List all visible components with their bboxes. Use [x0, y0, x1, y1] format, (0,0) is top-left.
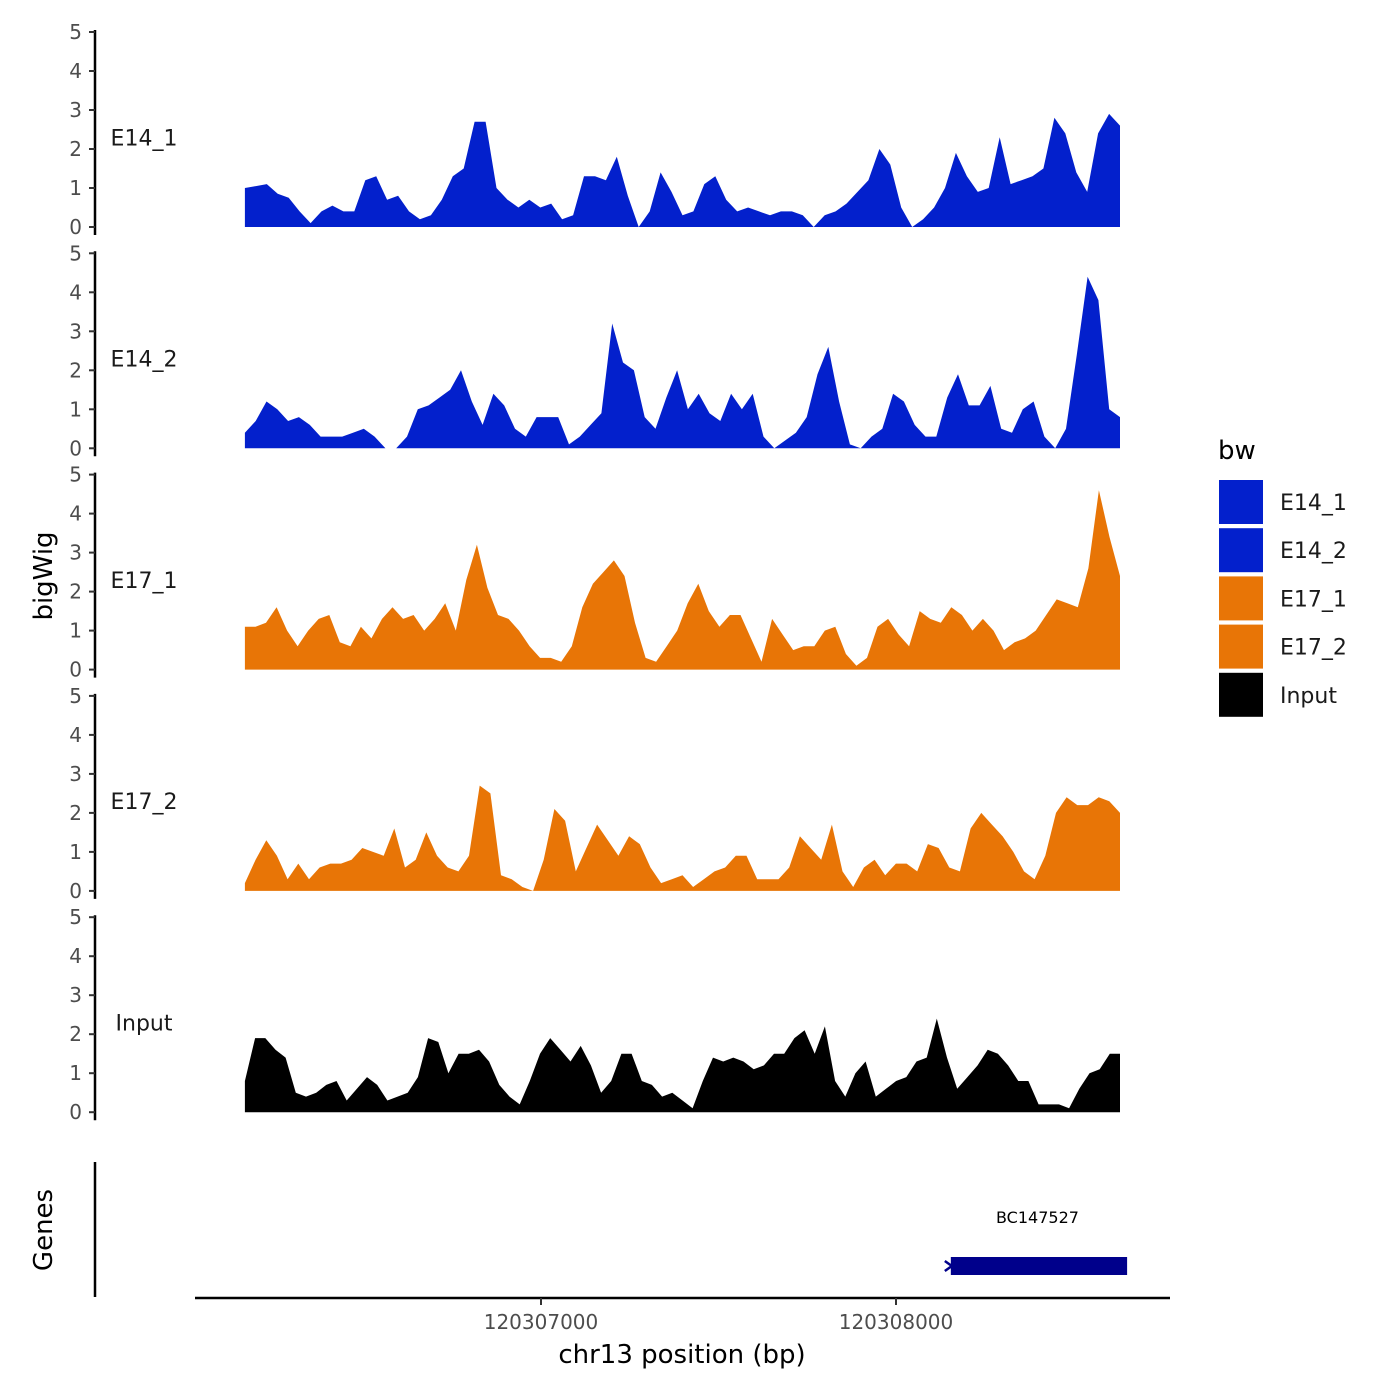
- y-axis-title: bigWig: [29, 531, 59, 620]
- y-tick-label: 5: [69, 905, 82, 929]
- x-tick-label: 120308000: [839, 1310, 954, 1334]
- y-tick-label: 4: [69, 723, 82, 747]
- y-tick-label: 2: [69, 358, 82, 382]
- legend-label: E17_1: [1280, 587, 1347, 612]
- track-panel-e17_1: 0 1 2 3 4 5 E17_1: [69, 463, 1120, 682]
- y-tick-label: 5: [69, 684, 82, 708]
- track-panel-input: 0 1 2 3 4 5 Input: [69, 905, 1120, 1124]
- y-tick-label: 1: [69, 619, 82, 643]
- y-tick-label: 4: [69, 280, 82, 304]
- genes-axis-title: Genes: [29, 1189, 59, 1271]
- y-tick-label: 1: [69, 397, 82, 421]
- y-tick-label: 3: [69, 762, 82, 786]
- y-tick-label: 3: [69, 319, 82, 343]
- track-label: E14_1: [111, 126, 178, 151]
- track-label: E17_2: [111, 790, 178, 815]
- genes-panel: BC147527: [93, 1162, 1128, 1297]
- track-panel-e17_2: 0 1 2 3 4 5 E17_2: [69, 684, 1120, 903]
- y-tick-label: 1: [69, 1061, 82, 1085]
- y-tick-label: 0: [69, 215, 82, 239]
- y-tick-label: 4: [69, 944, 82, 968]
- y-tick-label: 3: [69, 98, 82, 122]
- track-label: E17_1: [111, 569, 178, 594]
- legend: bw E14_1 E14_2 E17_1 E17_2 Input: [1218, 436, 1347, 717]
- track-panel-e14_2: 0 1 2 3 4 5 E14_2: [69, 241, 1120, 460]
- y-tick-label: 3: [69, 983, 82, 1007]
- gene-body: [950, 1257, 1128, 1275]
- y-tick-label: 0: [69, 436, 82, 460]
- y-tick-label: 5: [69, 463, 82, 487]
- x-axis-title: chr13 position (bp): [558, 1340, 805, 1370]
- coverage-area-e17_2: [244, 785, 1120, 891]
- gene-label: BC147527: [996, 1208, 1079, 1227]
- legend-title: bw: [1218, 436, 1256, 466]
- coverage-area-input: [244, 1018, 1120, 1113]
- y-tick-label: 3: [69, 541, 82, 565]
- y-tick-label: 5: [69, 241, 82, 265]
- coverage-area-e17_1: [244, 490, 1120, 670]
- gene-strand-arrow-icon: [944, 1259, 954, 1273]
- track-label: E14_2: [111, 348, 178, 373]
- y-tick-label: 0: [69, 879, 82, 903]
- track-label: Input: [116, 1012, 173, 1037]
- legend-label: E14_1: [1280, 491, 1347, 516]
- y-tick-label: 2: [69, 801, 82, 825]
- y-tick-label: 2: [69, 580, 82, 604]
- y-tick-label: 2: [69, 137, 82, 161]
- legend-key-input: [1219, 672, 1263, 717]
- y-tick-label: 4: [69, 502, 82, 526]
- legend-key-e14_1: [1219, 480, 1263, 524]
- track-panel-e14_1: 0 1 2 3 4 5 E14_1: [69, 20, 1120, 239]
- y-tick-label: 5: [69, 20, 82, 44]
- legend-key-e17_1: [1219, 576, 1263, 621]
- legend-label: E14_2: [1280, 539, 1347, 564]
- y-tick-label: 1: [69, 840, 82, 864]
- x-tick-label: 120307000: [484, 1310, 599, 1334]
- legend-label: Input: [1280, 684, 1337, 709]
- legend-key-e17_2: [1219, 624, 1263, 669]
- coverage-area-e14_2: [244, 276, 1120, 449]
- legend-label: E17_2: [1280, 636, 1347, 661]
- coverage-area-e14_1: [244, 113, 1120, 227]
- y-tick-label: 0: [69, 1100, 82, 1124]
- y-tick-label: 0: [69, 658, 82, 682]
- legend-key-e14_2: [1219, 528, 1263, 573]
- y-tick-label: 1: [69, 176, 82, 200]
- y-tick-label: 4: [69, 59, 82, 83]
- y-tick-label: 2: [69, 1022, 82, 1046]
